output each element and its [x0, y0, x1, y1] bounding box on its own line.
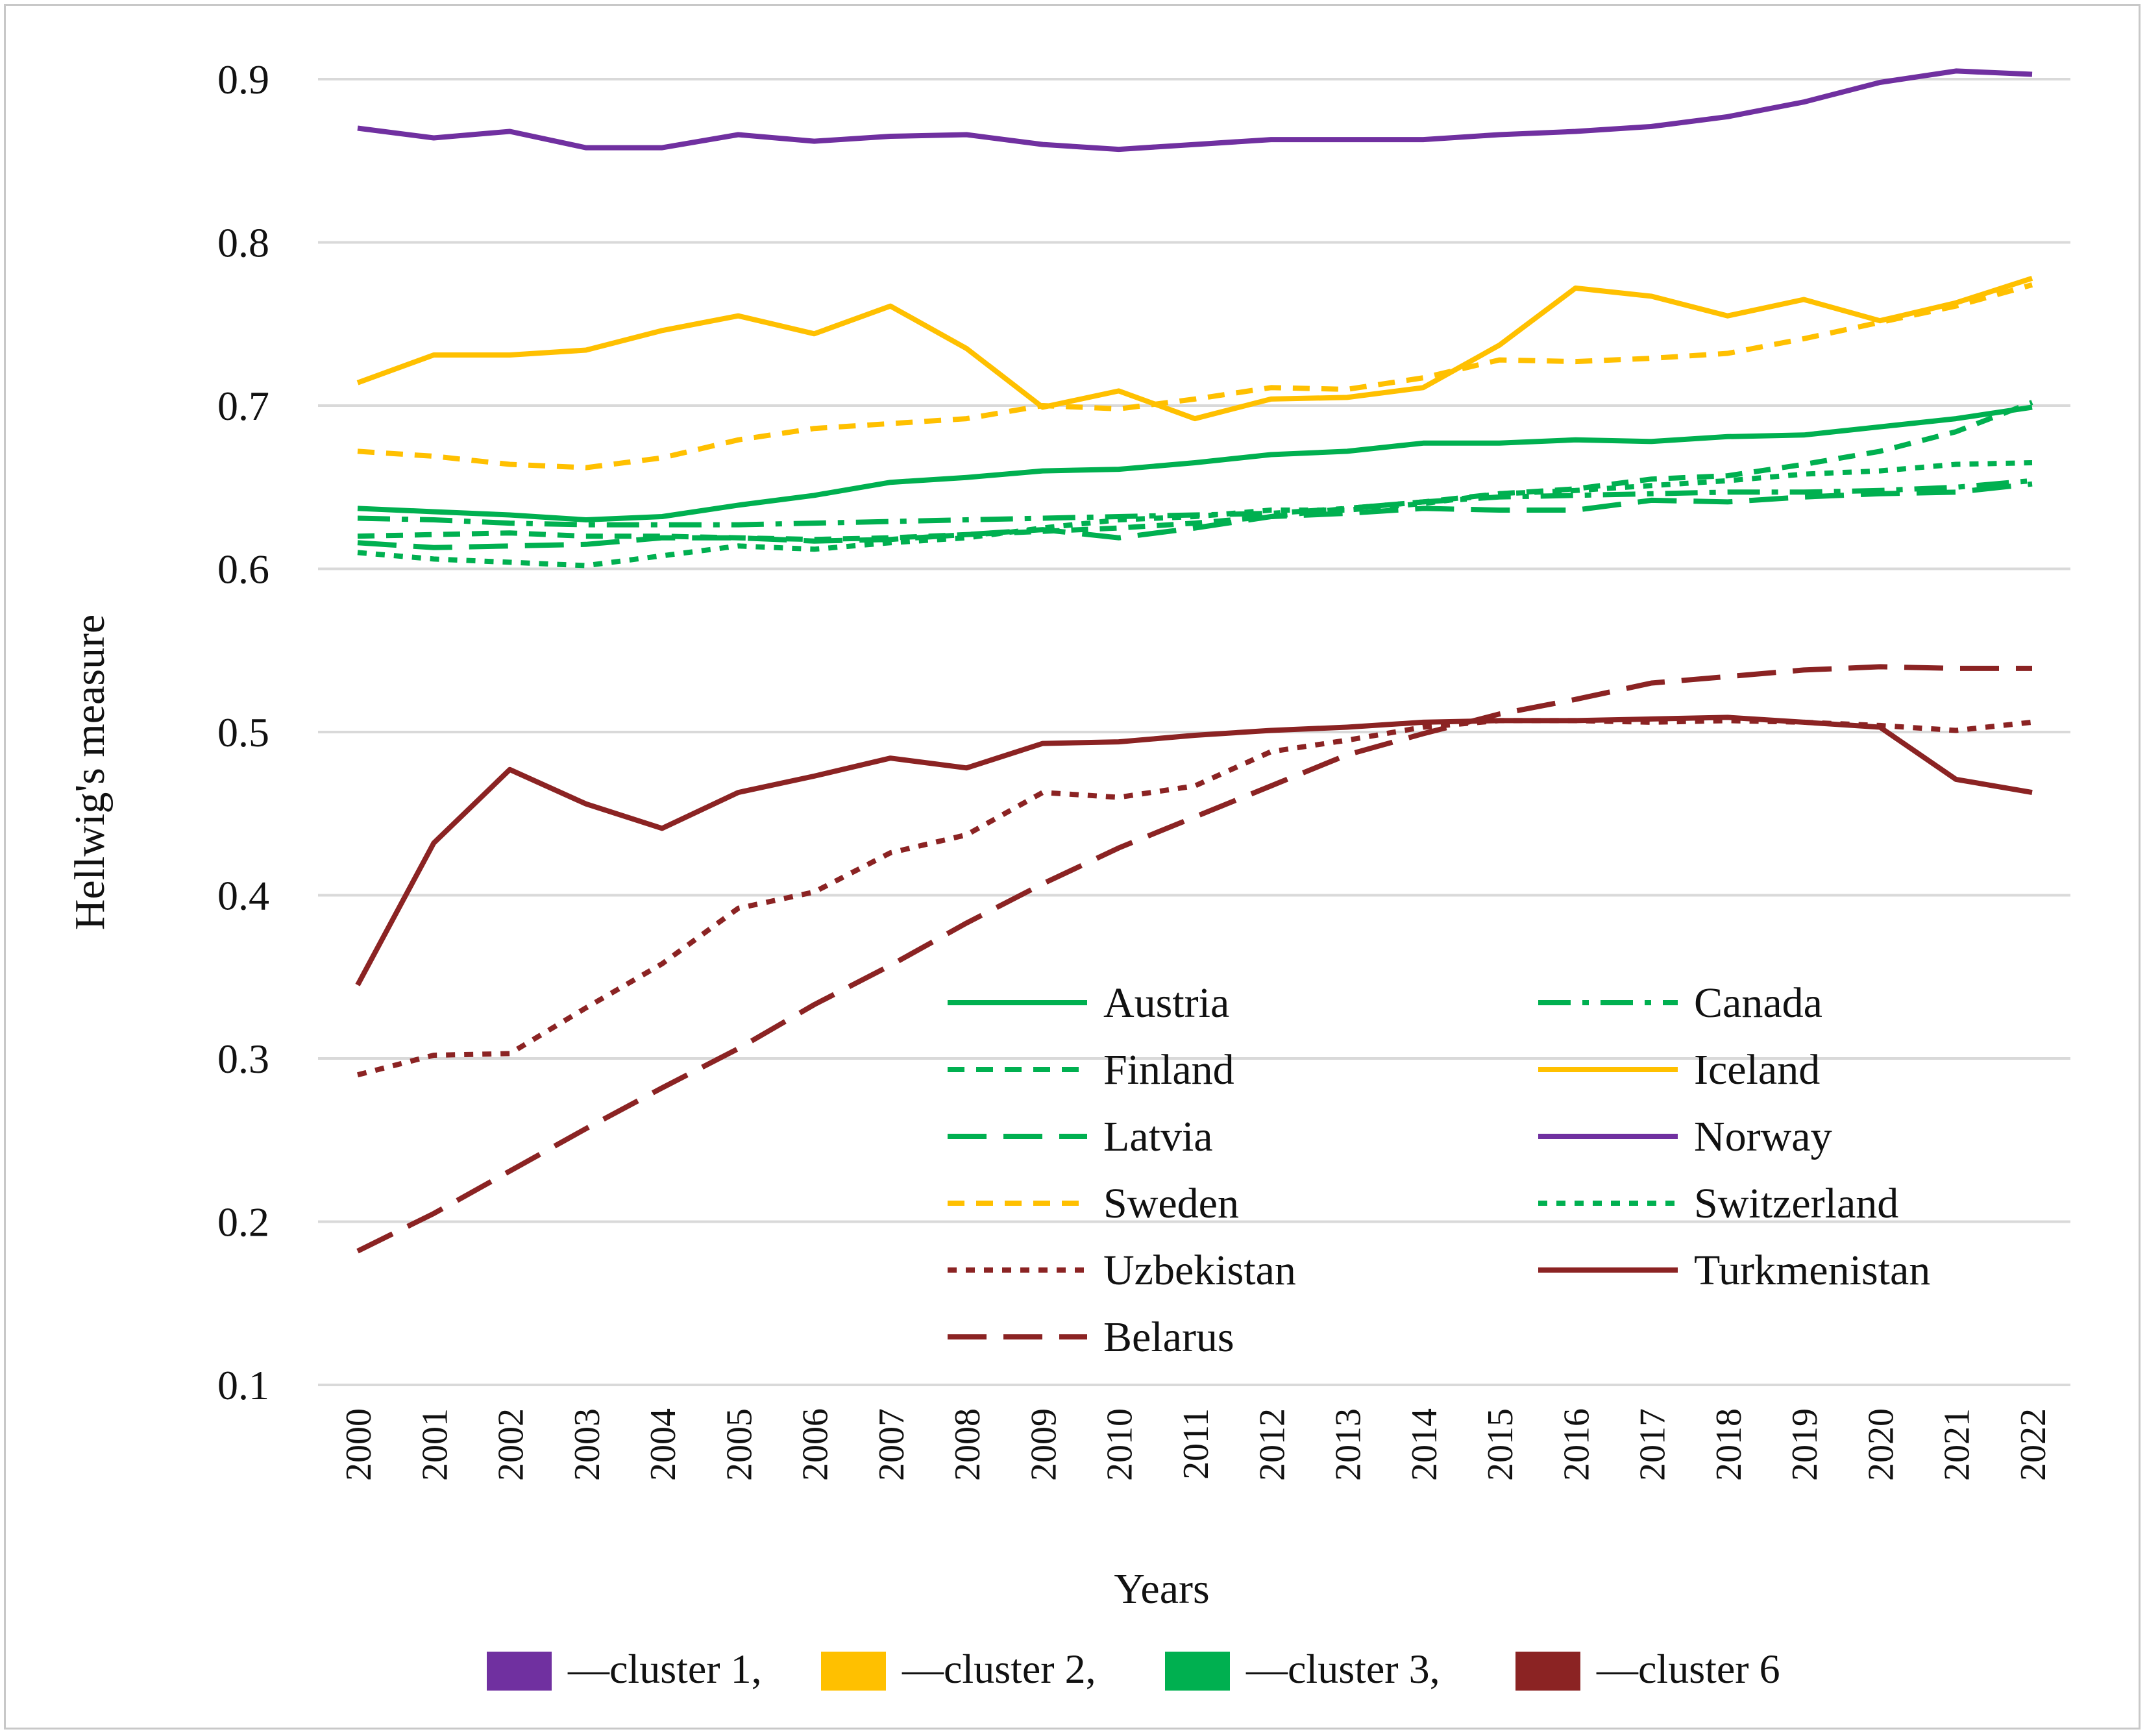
cluster-swatch [821, 1652, 886, 1691]
cluster-label: —cluster 3, [1245, 1646, 1440, 1692]
y-tick-label: 0.4 [217, 873, 269, 919]
cluster-swatch [1515, 1652, 1580, 1691]
cluster-legend: —cluster 1, —cluster 2, —cluster 3, —cluste… [487, 1646, 1780, 1692]
legend-label-turkmenistan: Turkmenistan [1694, 1247, 1930, 1294]
y-tick-label: 0.7 [217, 383, 269, 429]
series-line-iceland [356, 275, 2033, 422]
x-tick-label: 2011 [1176, 1408, 1216, 1480]
legend-label-norway: Norway [1694, 1113, 1832, 1160]
x-tick-label: 2008 [948, 1408, 988, 1481]
series-line-sweden [357, 282, 2033, 471]
series-line-austria [357, 404, 2033, 522]
x-tick-label: 2005 [719, 1408, 759, 1481]
legend-label-switzerland: Switzerland [1694, 1180, 1898, 1227]
x-tick-label: 2003 [567, 1408, 607, 1481]
x-tick-label: 2022 [2013, 1408, 2054, 1481]
x-tick-label: 2020 [1861, 1408, 1901, 1481]
x-axis-title: Years [1114, 1565, 1209, 1613]
x-tick-label: 2018 [1709, 1408, 1749, 1481]
legend-label-belarus: Belarus [1103, 1314, 1234, 1361]
x-tick-label: 2007 [872, 1408, 912, 1481]
legend-label-latvia: Latvia [1103, 1113, 1213, 1160]
y-tick-label: 0.1 [217, 1362, 269, 1408]
cluster-swatch [487, 1652, 552, 1691]
x-tick-label: 2017 [1633, 1408, 1673, 1481]
y-axis-title: Hellwig's measure [66, 615, 114, 931]
cluster-label: —cluster 1, [567, 1646, 762, 1692]
x-tick-label: 2004 [643, 1408, 683, 1481]
x-tick-label: 2014 [1405, 1408, 1445, 1481]
x-tick-label: 2006 [796, 1408, 836, 1481]
x-tick-label: 2001 [415, 1408, 455, 1481]
x-tick-label: 2002 [491, 1408, 532, 1481]
x-tick-labels: 2000 2001 2002 2003 2004 2005 2006 2007 2008 2009… [339, 1408, 2054, 1481]
x-tick-label: 2021 [1937, 1408, 1978, 1481]
gridlines [318, 78, 2070, 1386]
series-line-switzerland [357, 460, 2033, 568]
cluster-swatch [1165, 1652, 1230, 1691]
x-tick-label: 2019 [1785, 1408, 1825, 1481]
legend-label-austria: Austria [1103, 979, 1229, 1027]
x-tick-label: 2010 [1100, 1408, 1140, 1481]
x-tick-label: 2013 [1329, 1408, 1369, 1481]
y-tick-label: 0.6 [217, 546, 269, 593]
series-line-finland [357, 400, 2033, 543]
cluster-label: —cluster 2, [902, 1646, 1096, 1692]
chart-frame [4, 4, 2141, 1730]
x-tick-label: 2009 [1024, 1408, 1064, 1481]
y-tick-label: 0.9 [217, 56, 269, 103]
x-tick-label: 2012 [1252, 1408, 1292, 1481]
series-line-belarus [356, 664, 2032, 1254]
x-tick-label: 2016 [1556, 1408, 1597, 1481]
legend-label-finland: Finland [1103, 1046, 1234, 1094]
y-tick-label: 0.8 [217, 220, 269, 266]
y-tick-label: 0.3 [217, 1036, 269, 1082]
legend-label-uzbekistan: Uzbekistan [1103, 1247, 1296, 1294]
series-line-norway [357, 68, 2033, 153]
series-line-latvia [357, 481, 2033, 550]
legend-label-canada: Canada [1694, 979, 1822, 1027]
series-lines [355, 68, 2033, 1254]
series-legend: Austria Canada Finland Iceland Latvia Norway S… [948, 979, 1930, 1361]
legend-label-iceland: Iceland [1694, 1046, 1820, 1094]
y-tick-label: 0.2 [217, 1199, 269, 1245]
series-line-turkmenistan [355, 715, 2033, 986]
x-tick-label: 2000 [339, 1408, 379, 1481]
legend-label-sweden: Sweden [1103, 1180, 1239, 1227]
cluster-label: —cluster 6 [1596, 1646, 1780, 1692]
y-tick-label: 0.5 [217, 709, 269, 755]
y-tick-labels: 0.1 0.2 0.3 0.4 0.5 0.6 0.7 0.8 0.9 [217, 56, 269, 1408]
x-tick-label: 2015 [1480, 1408, 1521, 1481]
